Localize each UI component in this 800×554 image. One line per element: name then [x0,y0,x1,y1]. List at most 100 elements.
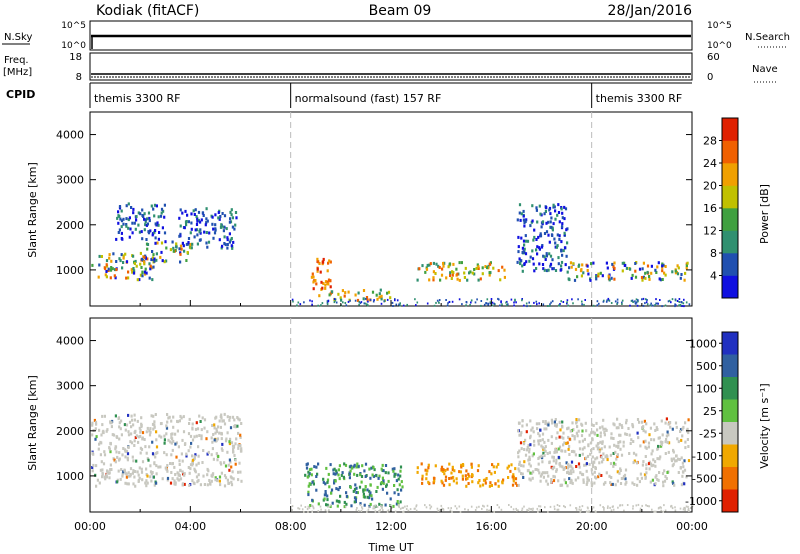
range-cell [648,433,651,437]
range-cell [555,423,558,427]
range-cell [213,231,217,235]
range-cell [522,214,525,218]
range-cell [344,302,347,304]
range-cell [565,442,568,445]
range-cell [687,418,690,422]
range-cell [148,429,151,433]
range-cell [514,299,516,302]
range-cell [556,244,559,248]
range-cell [197,445,200,449]
range-cell [529,464,532,468]
range-cell [537,510,539,513]
range-cell [624,482,627,486]
range-cell [317,260,320,264]
range-cell [198,434,201,437]
range-cell [569,261,573,265]
range-cell [448,301,451,303]
range-cell [555,469,558,473]
range-cell [178,463,181,466]
range-cell [130,268,133,272]
range-cell [532,507,534,510]
range-cell [636,304,639,307]
range-cell [329,505,332,508]
range-cell [210,453,213,457]
range-cell [218,217,221,221]
range-cell [108,253,111,257]
range-cell [658,436,661,440]
range-cell [555,449,558,452]
range-cell [616,303,618,305]
range-cell [91,451,94,455]
range-cell [150,472,153,476]
range-cell [148,433,152,437]
range-cell [551,421,554,425]
range-cell [469,270,472,274]
range-cell [387,471,390,475]
range-cell [468,474,471,478]
nsky-trace [91,34,691,49]
range-cell [603,431,606,434]
range-cell [581,439,584,443]
range-cell [440,479,443,483]
range-cell [95,484,98,488]
range-cell [523,505,525,508]
range-cell [177,473,180,477]
range-cell [415,505,417,508]
range-cell [562,249,565,253]
range-cell [425,472,428,476]
range-cell [165,246,168,250]
range-cell [594,457,597,461]
range-cell [191,479,194,483]
range-cell [214,431,217,435]
range-cell [213,423,216,427]
range-cell [179,260,182,264]
range-cell [135,459,138,463]
range-cell [450,277,453,280]
range-cell [108,471,111,475]
range-cell [585,429,588,433]
range-cell [566,241,569,245]
range-cell [230,208,233,212]
range-cell [331,501,334,505]
range-cell [557,447,560,451]
range-cell [583,303,585,306]
range-cell [127,430,130,434]
range-cell [173,482,176,486]
range-cell [522,209,525,213]
range-cell [442,261,445,265]
range-cell [132,254,135,258]
range-cell [198,414,201,418]
cpid-segments: themis 3300 RF normalsound (fast) 157 RF t… [89,83,682,108]
range-cell [615,457,618,461]
range-cell [174,473,177,476]
range-cell [95,464,98,468]
range-cell [666,471,669,474]
freq-tick-top: 18 [69,52,82,63]
range-cell [520,464,523,468]
range-cell [521,509,523,512]
range-cell [632,461,635,465]
range-cell [193,435,196,439]
range-cell [170,453,173,457]
range-cell [143,270,147,274]
range-cell [632,301,634,303]
range-cell [667,422,670,426]
range-cell [685,264,688,267]
range-cell [598,448,602,452]
range-cell [664,509,667,512]
range-cell [325,503,328,507]
range-cell [664,265,667,268]
range-cell [161,226,164,230]
range-cell [216,479,219,483]
range-cell [647,445,650,449]
range-cell [516,260,519,264]
range-cell [141,478,144,482]
range-cell [373,468,376,472]
range-cell [598,302,600,305]
range-cell [215,427,218,431]
range-cell [432,270,435,274]
range-cell [145,479,148,483]
range-cell [354,498,357,502]
range-cell [538,455,541,459]
range-cell [433,479,436,483]
